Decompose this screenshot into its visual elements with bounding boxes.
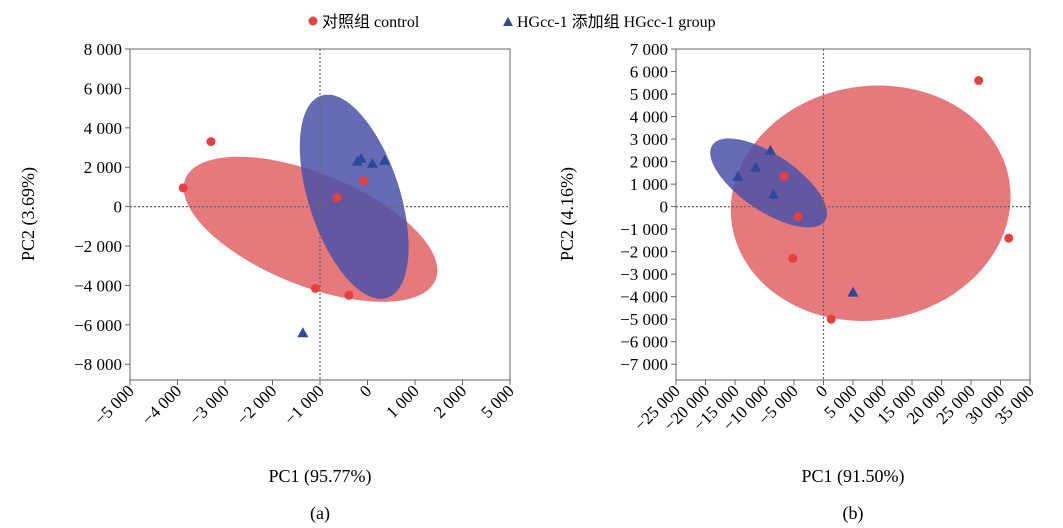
- panel-a-treatment-point: [379, 154, 391, 165]
- panel-b-control-point: [1004, 233, 1014, 243]
- panel-a-x-tick-label: −2 000: [233, 381, 280, 428]
- legend-control-marker: [308, 16, 318, 26]
- panel-b-y-tick-label: 0: [660, 198, 669, 217]
- panel-a-control-point: [332, 193, 342, 203]
- panel-a-y-tick-label: 0: [114, 198, 123, 217]
- panel-b-treatment-point: [767, 188, 779, 199]
- panel-a-y-tick-label: 4 000: [84, 119, 122, 138]
- panel-a-y-tick-label: −4 000: [74, 276, 122, 295]
- panel-b-y-tick-label: 5 000: [630, 85, 668, 104]
- panel-a-x-tick-label: −1 000: [281, 381, 328, 428]
- legend-control-label: 对照组 control: [322, 13, 420, 31]
- panel-b-y-tick-label: 1 000: [630, 175, 668, 194]
- panel-a-y-tick-label: 8 000: [84, 40, 122, 59]
- panel-b-control-point: [788, 253, 798, 263]
- panel-b-control-point: [826, 314, 836, 324]
- panel-b-control-point: [793, 212, 803, 222]
- panel-a-x-tick-label: −3 000: [186, 381, 233, 428]
- panel-a-treatment-point: [297, 327, 309, 338]
- panel-b-y-tick-label: 6 000: [630, 63, 668, 82]
- panel-b-treatment-point: [750, 161, 762, 172]
- legend-treatment-label: HGcc-1 添加组 HGcc-1 group: [517, 13, 716, 31]
- panel-b-control-point: [779, 171, 789, 181]
- panel-b-treatment-point: [764, 144, 776, 155]
- panel-b-y-tick-label: −6 000: [620, 333, 668, 352]
- panel-b-y-tick-label: 3 000: [630, 130, 668, 149]
- panel-b-label: (b): [843, 503, 864, 524]
- legend-treatment-marker: [503, 17, 513, 26]
- legend: 对照组 control HGcc-1 添加组 HGcc-1 group: [308, 13, 716, 31]
- panel-b-control-ellipse: [730, 85, 1011, 321]
- panel-a-y-tick-label: −8 000: [74, 355, 122, 374]
- panel-a-control-point: [206, 137, 216, 147]
- panel-b-y-tick-label: −7 000: [620, 355, 668, 374]
- panel-a-label: (a): [310, 503, 330, 524]
- panel-a-x-tick-label: 1 000: [382, 381, 422, 421]
- panel-a-treatment-point: [366, 157, 378, 168]
- panel-b-treatment-point: [847, 286, 859, 297]
- panel-b-x-axis-title: PC1 (91.50%): [802, 466, 905, 487]
- panel-b-y-tick-label: −3 000: [620, 265, 668, 284]
- panel-a-x-tick-label: 2 000: [430, 381, 470, 421]
- panel-a-x-axis-title: PC1 (95.77%): [269, 466, 372, 487]
- panel-b-control-point: [974, 76, 984, 86]
- panel-a-x-tick-label: −5 000: [91, 381, 138, 428]
- panel-b-x-tick-label: 0: [812, 381, 831, 400]
- panel-a-plot-layer: [130, 49, 510, 380]
- panel-a-y-tick-label: 2 000: [84, 158, 122, 177]
- panel-a-treatment-point: [355, 152, 367, 163]
- panel-b-plot-layer: [676, 49, 1030, 380]
- panel-a-x-tick-label: −4 000: [138, 381, 185, 428]
- panel-a-y-tick-label: −6 000: [74, 316, 122, 335]
- panel-a-x-tick-label: 5 000: [477, 381, 517, 421]
- panel-b-y-tick-label: 4 000: [630, 108, 668, 127]
- panel-b-y-tick-label: −2 000: [620, 243, 668, 262]
- panel-a-x-tick-label: 0: [356, 381, 375, 400]
- panel-b: 7 000 6 000 5 000 4 000 3 000 2 000 1 000 0 −1 0…: [557, 40, 1038, 524]
- panel-a-control-point: [310, 283, 320, 293]
- panel-a-y-tick-label: −2 000: [74, 237, 122, 256]
- panel-b-y-tick-label: −1 000: [620, 220, 668, 239]
- panel-b-y-tick-label: −4 000: [620, 288, 668, 307]
- panel-a-control-point: [344, 290, 354, 300]
- panel-b-treatment-ellipse: [710, 138, 828, 228]
- panel-b-y-axis-title: PC2 (4.16%): [557, 167, 578, 261]
- panel-a-treatment-ellipse: [299, 94, 409, 299]
- panel-b-treatment-point: [732, 170, 744, 181]
- panel-a: 8 000 6 000 4 000 2 000 0 −2 000 −4 000 −6 000 −…: [18, 40, 518, 524]
- panel-b-y-tick-label: −5 000: [620, 310, 668, 329]
- panel-a-y-axis-title: PC2 (3.69%): [18, 167, 39, 261]
- panel-a-y-tick-label: 6 000: [84, 79, 122, 98]
- panel-b-y-tick-label: 7 000: [630, 40, 668, 59]
- panel-a-control-point: [178, 183, 188, 193]
- panel-a-control-point: [359, 176, 369, 186]
- panel-b-y-tick-label: 2 000: [630, 153, 668, 172]
